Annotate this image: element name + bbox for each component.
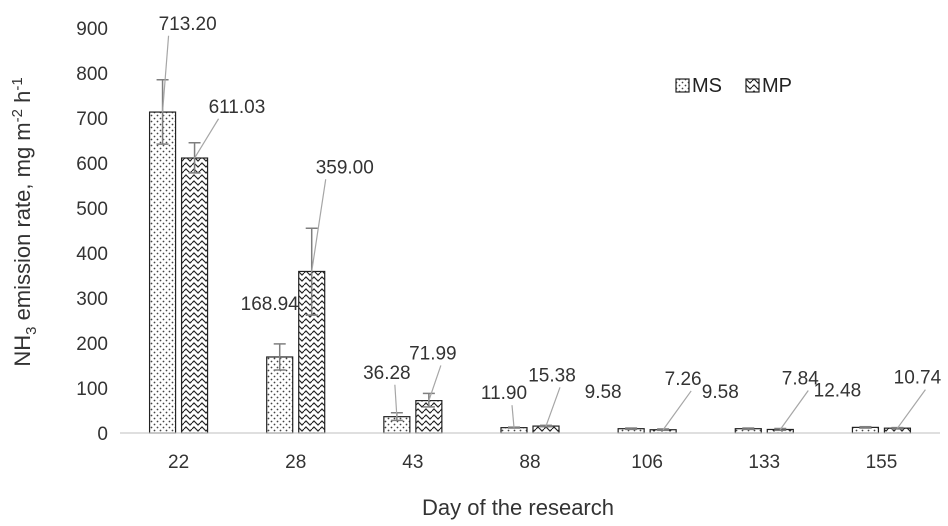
legend-swatch-ms [675, 78, 690, 93]
data-label-ms-106: 9.58 [585, 382, 622, 403]
y-tick-label: 800 [76, 64, 108, 85]
label-leader-line [662, 390, 692, 431]
label-leader-line [896, 389, 926, 429]
data-label-ms-133: 9.58 [702, 382, 739, 403]
x-tick-label: 22 [168, 452, 189, 473]
y-tick-label: 700 [76, 109, 108, 130]
data-label-ms-43: 36.28 [363, 363, 411, 384]
label-leader-line [161, 35, 170, 113]
y-tick-label: 300 [76, 289, 108, 310]
x-axis-title: Day of the research [422, 495, 614, 520]
label-leader-line [194, 118, 220, 159]
label-leader-line [428, 365, 442, 401]
y-tick-label: 200 [76, 334, 108, 355]
x-tick-label: 133 [748, 452, 780, 473]
data-label-ms-155: 12.48 [814, 381, 862, 402]
data-label-mp-28: 359.00 [316, 157, 374, 178]
x-axis-ticks: 22 28 43 88 106 133 155 [168, 452, 897, 473]
data-labels: 713.20 168.94 36.28 11.90 9.58 9.58 12.48 611.0… [159, 14, 942, 431]
bars [148, 111, 912, 434]
y-tick-label: 100 [76, 379, 108, 400]
data-label-mp-88: 15.38 [528, 365, 576, 386]
bar-mp-28 [298, 270, 326, 434]
data-label-mp-106: 7.26 [665, 369, 702, 390]
x-tick-label: 106 [631, 452, 663, 473]
label-leader-line [311, 179, 327, 272]
y-tick-label: 900 [76, 19, 108, 40]
legend-label-ms: MS [692, 75, 722, 97]
y-axis-ticks: 0 100 200 300 400 500 600 700 800 900 [76, 19, 108, 445]
y-tick-label: 600 [76, 154, 108, 175]
legend-swatch-mp [745, 78, 760, 93]
label-leader-line [394, 384, 398, 417]
data-label-ms-28: 168.94 [241, 294, 300, 315]
y-tick-label: 0 [97, 424, 108, 445]
data-label-mp-133: 7.84 [782, 369, 819, 390]
bar-ms-22 [148, 111, 177, 434]
label-leader-line [511, 405, 515, 428]
x-tick-label: 43 [402, 452, 423, 473]
bar-mp-22 [180, 157, 209, 434]
legend-label-mp: MP [762, 75, 792, 97]
y-tick-label: 400 [76, 244, 108, 265]
data-label-ms-88: 11.90 [481, 383, 527, 404]
data-label-mp-155: 10.74 [894, 368, 942, 389]
data-label-mp-43: 71.99 [409, 343, 457, 364]
x-tick-label: 88 [519, 452, 540, 473]
x-tick-label: 28 [285, 452, 306, 473]
legend: MS MP [675, 75, 792, 97]
label-leader-line [545, 387, 561, 427]
x-tick-label: 155 [866, 452, 898, 473]
y-tick-label: 500 [76, 199, 108, 220]
data-label-ms-22: 713.20 [159, 14, 217, 35]
data-label-mp-22: 611.03 [209, 97, 266, 118]
y-axis-title: NH3 emission rate, mg m-2 h-1 [9, 77, 40, 366]
label-leader-line [779, 390, 809, 430]
